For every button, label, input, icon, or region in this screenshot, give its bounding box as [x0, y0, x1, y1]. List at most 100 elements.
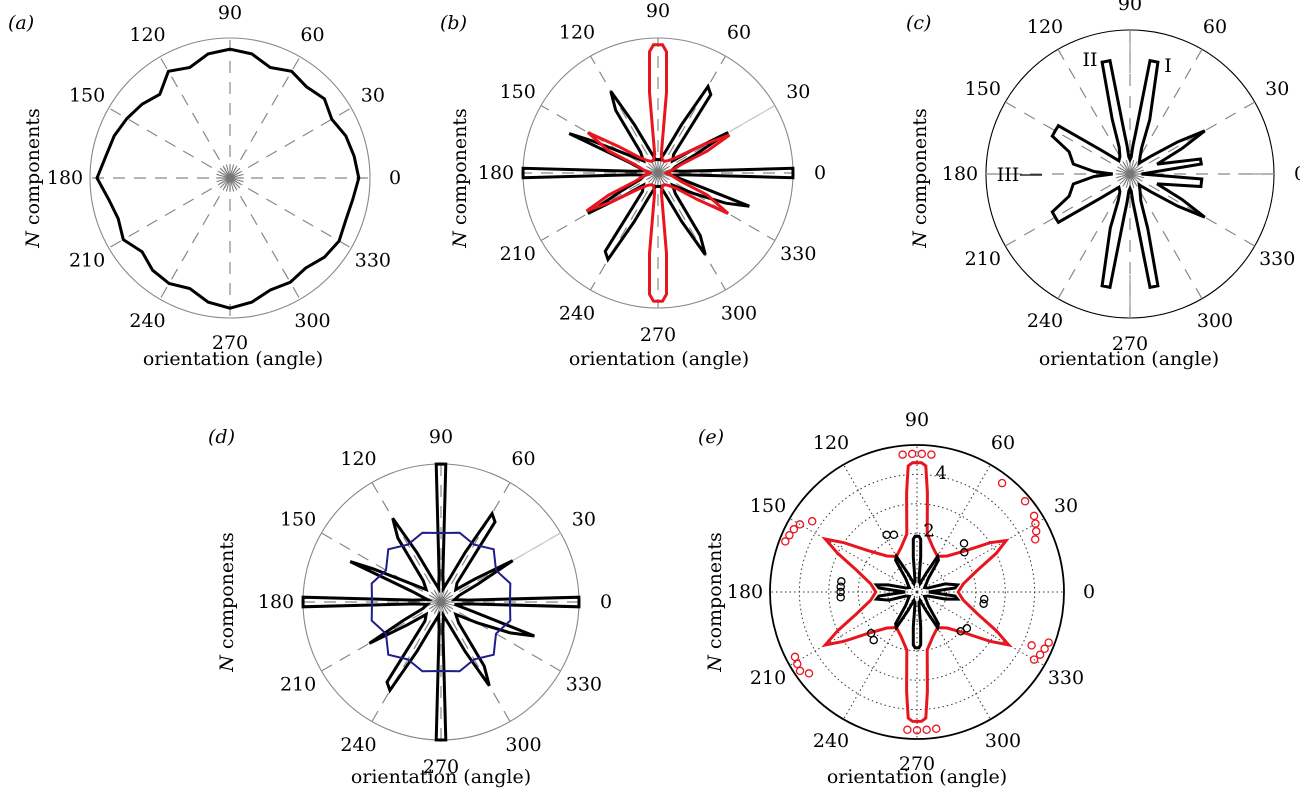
angle-tick-label: 30 — [1054, 495, 1078, 517]
hub-spoke — [650, 172, 659, 185]
hub-spoke — [440, 594, 454, 603]
hub-spoke — [1129, 173, 1143, 182]
hub-spoke — [217, 177, 231, 186]
data-point — [790, 652, 800, 662]
angular-grid-line — [1129, 173, 1203, 300]
y-axis-label-c: N components — [909, 108, 931, 248]
hub-spoke — [1129, 173, 1145, 179]
data-point — [1030, 535, 1040, 544]
data-point — [1029, 511, 1039, 521]
angle-tick-label: 210 — [69, 250, 105, 272]
angular-grid-line — [108, 177, 231, 249]
hub-spoke — [229, 177, 238, 191]
data-point — [1035, 650, 1045, 659]
angular-grid-line — [371, 601, 442, 722]
hub-spoke — [1117, 173, 1131, 182]
hub-spoke — [440, 601, 449, 615]
hub-spoke — [229, 164, 235, 179]
data-point — [907, 449, 917, 459]
angle-tick-label: 120 — [813, 432, 849, 454]
series-red-e — [821, 461, 1013, 723]
angular-grid-line — [108, 107, 231, 179]
angle-tick-label: 90 — [1118, 0, 1142, 15]
hub-spoke — [440, 601, 452, 613]
hub-spoke — [1122, 173, 1131, 187]
angle-tick-label: 270 — [423, 756, 459, 778]
angle-tick-label: 0 — [1294, 163, 1300, 185]
series-black-d — [301, 462, 581, 742]
hub-spoke — [644, 172, 659, 177]
angular-grid-line — [159, 177, 231, 300]
panel-a: (a) 90 60 30 0 330 300 270 240 210 180 150 120 N co… — [0, 0, 420, 380]
angle-tick-label: 120 — [559, 22, 595, 44]
hub-spoke — [1119, 173, 1131, 185]
hub-spoke — [433, 589, 442, 603]
hub-spoke — [229, 170, 243, 179]
hub-spoke — [646, 172, 659, 181]
hub-spoke — [229, 177, 241, 189]
angular-grid-line — [1004, 173, 1131, 247]
angle-tick-label: 150 — [69, 85, 105, 107]
hub-spoke — [1125, 173, 1131, 189]
hub-spoke — [657, 172, 666, 185]
data-point — [898, 450, 907, 459]
hub-spoke — [428, 601, 442, 610]
hub-spoke — [654, 159, 659, 174]
hub-spoke — [654, 172, 659, 187]
angle-tick-label: 0 — [1083, 581, 1095, 603]
angle-tick-label: 150 — [965, 78, 1001, 100]
x-axis-label-b: orientation (angle) — [568, 348, 750, 370]
hub-spoke — [222, 177, 231, 191]
hub-spoke — [217, 170, 231, 179]
hub-spoke — [1115, 169, 1131, 175]
hub-spoke — [1122, 161, 1131, 175]
angle-tick-label: 0 — [389, 167, 401, 189]
y-axis-label-e: N components — [704, 532, 726, 672]
hub-spoke — [440, 588, 446, 603]
hub-spoke — [225, 164, 231, 179]
hub-spoke — [427, 597, 442, 603]
data-point — [836, 593, 845, 602]
data-point — [836, 582, 845, 591]
hub-spoke — [657, 172, 672, 177]
data-point — [807, 517, 817, 526]
angle-tick-label: 120 — [340, 448, 376, 470]
series-black-a — [95, 47, 361, 310]
angular-grid-line — [229, 177, 352, 249]
x-axis-label-e: orientation (angle) — [826, 766, 1008, 788]
angular-grid-line — [229, 177, 301, 300]
radial-grid-ring — [887, 562, 947, 622]
grid-highlight — [727, 104, 776, 134]
hub-spoke — [436, 588, 442, 603]
angle-tick-label: 180 — [258, 591, 294, 613]
hub-spoke — [657, 163, 668, 174]
hub-spoke — [430, 601, 442, 613]
hub-spoke — [657, 159, 662, 174]
angle-tick-label: 60 — [727, 22, 751, 44]
data-point — [795, 666, 805, 676]
data-point — [889, 530, 899, 540]
outer-ring-e — [769, 444, 1065, 740]
data-point — [793, 659, 802, 669]
hub-spoke — [646, 165, 659, 174]
hub-spoke — [229, 167, 241, 179]
angle-tick-label: 150 — [280, 509, 316, 531]
hub-spoke — [433, 601, 442, 615]
angle-tick-label: 270 — [899, 753, 935, 775]
angular-grid-line — [440, 601, 561, 672]
hub-spoke — [440, 601, 446, 616]
hub-spoke — [440, 589, 449, 603]
panel-label-a: (a) — [8, 12, 35, 34]
angle-tick-label: 30 — [1265, 78, 1289, 100]
angle-tick-label: 0 — [814, 162, 826, 184]
panel-d: (d) 90 60 30 0 330 300 270 240 210 180 150 120 N co… — [200, 410, 640, 796]
angle-tick-label: 270 — [212, 332, 248, 354]
angle-tick-label: 240 — [340, 734, 376, 756]
hub-spoke — [648, 172, 659, 183]
hub-spoke — [648, 163, 659, 174]
hub-spoke — [427, 601, 442, 607]
hub-spoke — [229, 177, 243, 186]
hub-spoke — [222, 165, 231, 179]
series-red-b — [585, 43, 731, 303]
